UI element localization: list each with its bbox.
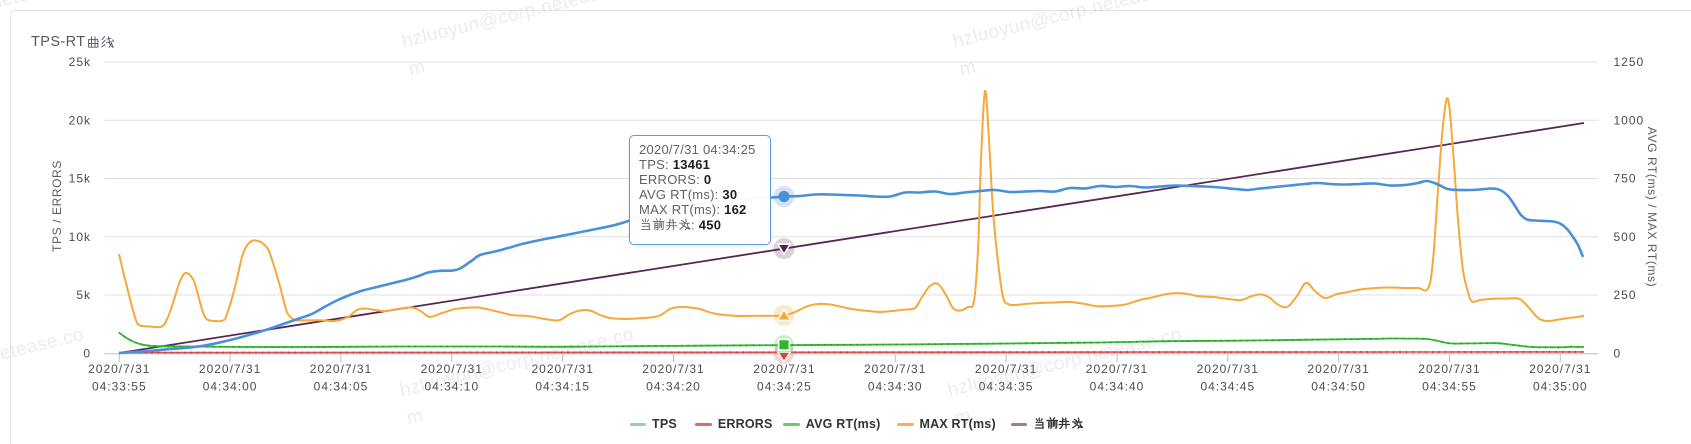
svg-text:0: 0	[83, 347, 91, 361]
svg-text:0: 0	[1614, 347, 1622, 361]
svg-text:20k: 20k	[69, 113, 91, 127]
svg-text:04:34:35: 04:34:35	[979, 380, 1034, 394]
svg-text:2020/7/31: 2020/7/31	[310, 362, 372, 376]
svg-text:04:34:40: 04:34:40	[1090, 380, 1145, 394]
svg-text:2020/7/31: 2020/7/31	[1197, 362, 1259, 376]
svg-text:04:34:05: 04:34:05	[314, 380, 369, 394]
svg-text:2020/7/31: 2020/7/31	[199, 362, 261, 376]
svg-text:04:34:00: 04:34:00	[203, 380, 258, 394]
svg-text:2020/7/31: 2020/7/31	[753, 362, 815, 376]
svg-text:1000: 1000	[1614, 113, 1645, 127]
svg-text:2020/7/31: 2020/7/31	[532, 362, 594, 376]
svg-text:5k: 5k	[76, 288, 91, 302]
svg-text:10k: 10k	[69, 230, 91, 244]
svg-text:1250: 1250	[1614, 55, 1645, 69]
svg-text:750: 750	[1614, 172, 1637, 186]
svg-text:2020/7/31: 2020/7/31	[642, 362, 704, 376]
svg-text:04:34:15: 04:34:15	[535, 380, 590, 394]
svg-text:2020/7/31: 2020/7/31	[1307, 362, 1369, 376]
svg-text:15k: 15k	[69, 172, 91, 186]
svg-text:250: 250	[1614, 288, 1637, 302]
svg-text:2020/7/31: 2020/7/31	[975, 362, 1037, 376]
svg-text:25k: 25k	[69, 55, 91, 69]
svg-text:04:34:10: 04:34:10	[424, 380, 479, 394]
svg-text:04:33:55: 04:33:55	[92, 380, 147, 394]
svg-text:04:35:00: 04:35:00	[1533, 380, 1588, 394]
svg-text:2020/7/31: 2020/7/31	[88, 362, 150, 376]
svg-text:04:34:50: 04:34:50	[1311, 380, 1366, 394]
svg-text:2020/7/31: 2020/7/31	[1529, 362, 1591, 376]
svg-text:04:34:55: 04:34:55	[1422, 380, 1477, 394]
svg-text:2020/7/31: 2020/7/31	[1086, 362, 1148, 376]
svg-text:04:34:25: 04:34:25	[757, 380, 812, 394]
svg-text:2020/7/31: 2020/7/31	[421, 362, 483, 376]
svg-text:2020/7/31: 2020/7/31	[864, 362, 926, 376]
svg-text:2020/7/31: 2020/7/31	[1418, 362, 1480, 376]
svg-text:500: 500	[1614, 230, 1637, 244]
svg-text:04:34:45: 04:34:45	[1200, 380, 1255, 394]
svg-text:04:34:20: 04:34:20	[646, 380, 701, 394]
svg-text:04:34:30: 04:34:30	[868, 380, 923, 394]
